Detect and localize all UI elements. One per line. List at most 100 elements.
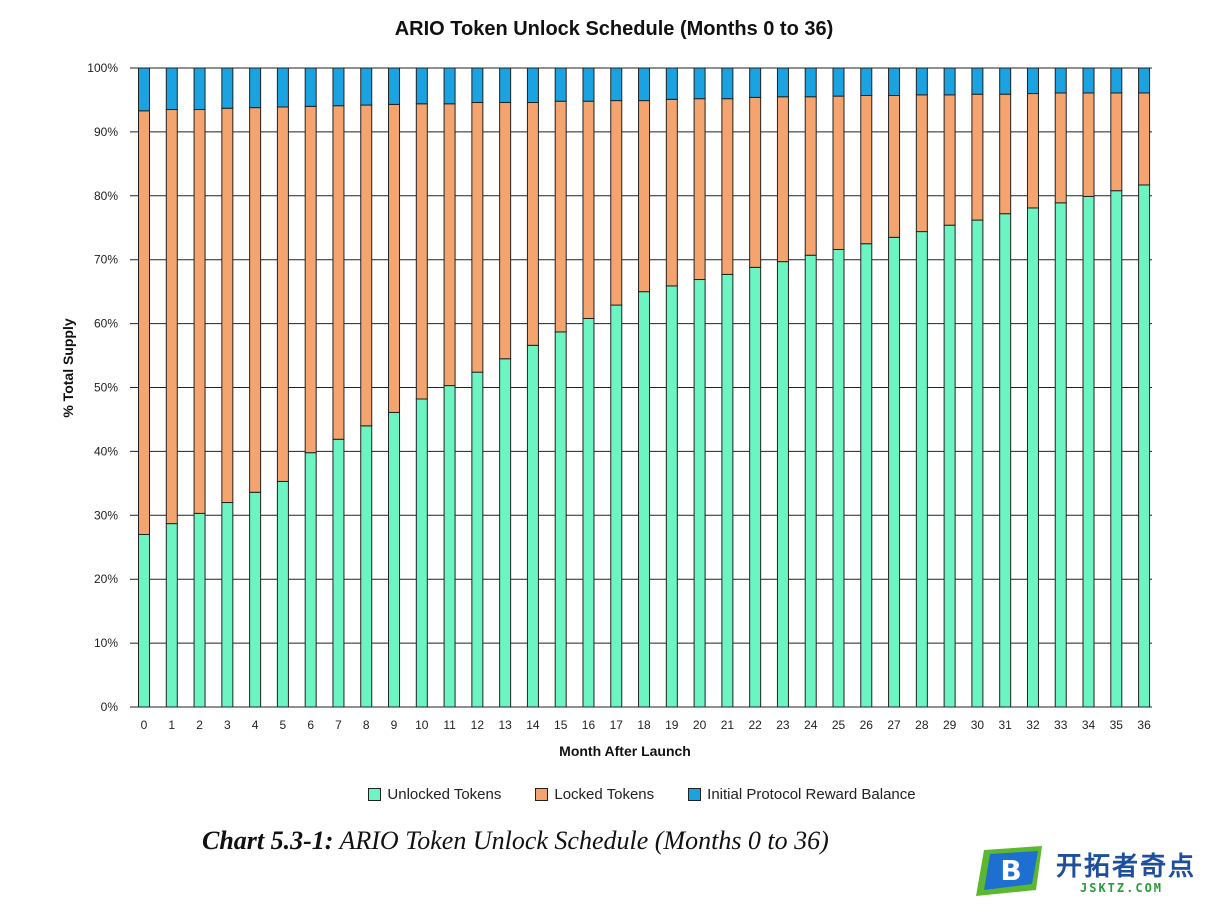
bar-segment-unlocked: [693, 279, 706, 708]
bar-segment-locked: [415, 103, 428, 400]
bar-segment-reward: [721, 67, 734, 100]
bar-segment-locked: [776, 96, 789, 263]
bar-segment-locked: [804, 96, 817, 256]
bar-segment-reward: [860, 67, 873, 96]
bar-segment-locked: [276, 106, 289, 482]
bar-segment-unlocked: [721, 273, 734, 708]
bar-segment-unlocked: [1138, 184, 1151, 708]
chart-title: ARIO Token Unlock Schedule (Months 0 to …: [394, 18, 834, 40]
y-tick-label: 70%: [94, 253, 118, 267]
bar-segment-unlocked: [332, 438, 345, 708]
x-tick-label: 6: [307, 718, 314, 732]
bar-segment-unlocked: [638, 291, 651, 708]
x-tick-label: 8: [363, 718, 370, 732]
bar-segment-reward: [193, 67, 206, 111]
y-tick-label: 0%: [101, 700, 119, 714]
bar-segment-locked: [221, 107, 234, 504]
x-tick-label: 20: [693, 718, 707, 732]
bar-segment-locked: [138, 110, 150, 535]
bar-segment-locked: [1026, 93, 1039, 209]
y-tick-label: 80%: [94, 189, 118, 203]
bar-segment-reward: [1026, 67, 1039, 95]
legend-swatch-unlocked: [368, 788, 382, 801]
bar-segment-reward: [832, 67, 845, 97]
bar-segment-locked: [443, 103, 456, 387]
bar-segment-unlocked: [554, 331, 567, 708]
bar-segment-reward: [1138, 67, 1151, 94]
x-tick-label: 17: [610, 718, 624, 732]
legend-swatch-reward: [688, 788, 702, 801]
x-tick-label: 29: [943, 718, 957, 732]
bar-segment-reward: [138, 67, 150, 112]
bar-segment-unlocked: [776, 261, 789, 708]
x-tick-label: 34: [1082, 718, 1096, 732]
bar-segment-unlocked: [193, 512, 206, 708]
bar-segment-unlocked: [860, 243, 873, 708]
x-tick-label: 35: [1110, 718, 1124, 732]
bar-segment-reward: [776, 67, 789, 98]
x-tick-label: 4: [252, 718, 259, 732]
bar-segment-unlocked: [1054, 202, 1067, 708]
bar-segment-unlocked: [915, 231, 928, 708]
bar-segment-unlocked: [304, 452, 317, 708]
bar-segment-locked: [665, 98, 678, 287]
y-tick-label: 100%: [87, 61, 118, 75]
bar-segment-reward: [165, 67, 178, 111]
bar-segment-unlocked: [471, 371, 484, 708]
legend-swatch-locked: [535, 788, 549, 801]
x-tick-label: 15: [554, 718, 568, 732]
bar-segment-reward: [1110, 67, 1123, 94]
x-tick-label: 13: [498, 718, 512, 732]
bar-segment-locked: [582, 100, 595, 319]
bar-segment-locked: [638, 100, 651, 293]
x-tick-label: 12: [471, 718, 485, 732]
legend-label-unlocked: Unlocked Tokens: [387, 786, 502, 803]
bar-segment-reward: [360, 67, 373, 106]
y-tick-labels: 0% 10% 20% 30% 40% 50% 60% 70% 80% 90% 100%: [87, 61, 118, 714]
bar-segment-reward: [554, 67, 567, 102]
bar-segment-unlocked: [610, 304, 623, 708]
x-tick-label: 14: [526, 718, 540, 732]
bar-segment-locked: [332, 105, 345, 440]
x-tick-label: 27: [887, 718, 901, 732]
bar-segment-reward: [915, 67, 928, 96]
y-tick-label: 60%: [94, 317, 118, 331]
bar-segment-unlocked: [832, 248, 845, 708]
x-tick-label: 21: [721, 718, 735, 732]
y-axis-label: % Total Supply: [60, 318, 76, 418]
x-tick-label: 32: [1026, 718, 1040, 732]
bar-segment-unlocked: [388, 411, 401, 708]
x-tick-label: 36: [1137, 718, 1151, 732]
x-tick-label: 31: [999, 718, 1013, 732]
x-tick-label: 33: [1054, 718, 1068, 732]
x-tick-label: 11: [443, 718, 456, 732]
watermark-logo-letter: B: [1000, 854, 1021, 887]
bar-segment-unlocked: [138, 533, 150, 708]
x-tick-label: 0: [141, 718, 148, 732]
bar-segment-reward: [999, 67, 1012, 95]
bar-segment-locked: [471, 102, 484, 373]
bar-segment-unlocked: [165, 523, 178, 708]
x-tick-label: 10: [415, 718, 429, 732]
x-tick-label: 26: [860, 718, 874, 732]
bar-segment-reward: [1082, 67, 1095, 94]
y-tick-label: 40%: [94, 444, 118, 458]
legend: Unlocked Tokens Locked Tokens Initial Pr…: [0, 786, 1218, 803]
bar-segment-locked: [1082, 92, 1095, 197]
x-tick-label: 9: [391, 718, 398, 732]
bar-segment-reward: [221, 67, 234, 109]
caption-label: Chart 5.3-1:: [202, 826, 334, 855]
x-tick-label: 5: [280, 718, 287, 732]
bar-segment-locked: [554, 100, 567, 333]
bar-segment-locked: [360, 104, 373, 427]
watermark-subtext: JSKTZ.COM: [1080, 881, 1164, 895]
legend-item-locked: Locked Tokens: [535, 786, 654, 803]
legend-label-reward: Initial Protocol Reward Balance: [707, 786, 916, 803]
bar-segment-unlocked: [888, 236, 901, 708]
x-tick-label: 22: [748, 718, 762, 732]
bar-segment-unlocked: [499, 358, 512, 708]
bar-segment-locked: [499, 102, 512, 360]
bar-segment-unlocked: [360, 425, 373, 708]
x-axis-label: Month After Launch: [559, 743, 691, 759]
